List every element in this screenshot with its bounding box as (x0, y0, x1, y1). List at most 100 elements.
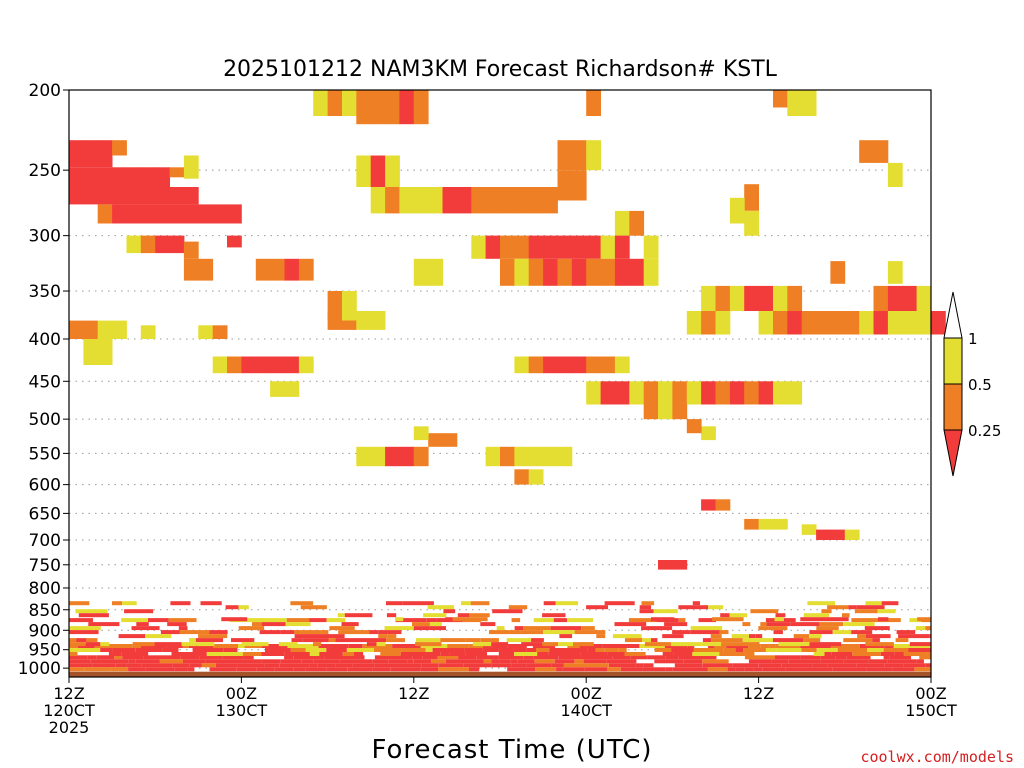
heatmap-cell (902, 311, 918, 335)
band-strip (291, 638, 303, 643)
band-strip (491, 659, 500, 664)
band-strip (664, 622, 688, 627)
band-strip (595, 648, 605, 652)
band-strip (157, 655, 181, 660)
band-strip (427, 605, 455, 610)
heatmap-cell (514, 187, 530, 214)
band-strip (162, 648, 179, 652)
band-strip (894, 652, 904, 656)
heatmap-cell (270, 258, 285, 281)
band-strip (820, 655, 836, 660)
band-strip (305, 648, 327, 652)
heatmap-cell (629, 258, 645, 286)
band-strip (215, 663, 238, 668)
band-strip (523, 626, 551, 631)
band-strip (92, 663, 116, 668)
x-tick-label-5-2: 150CT (905, 701, 957, 720)
band-strip (602, 644, 630, 648)
heatmap-cell (514, 356, 530, 374)
heatmap-cell (126, 204, 142, 224)
band-strip (252, 622, 262, 627)
band-strip (548, 652, 581, 656)
band-strip (917, 617, 931, 622)
band-strip (735, 667, 744, 672)
heatmap-cell (514, 235, 530, 259)
heatmap-cell (83, 320, 99, 339)
band-strip (771, 663, 782, 668)
heatmap-cell (744, 285, 759, 311)
heatmap-cell (830, 529, 846, 540)
heatmap-cell (485, 187, 501, 214)
heatmap-cell (629, 210, 645, 236)
heatmap-cell (155, 187, 170, 205)
band-strip (793, 634, 810, 639)
band-strip (887, 659, 917, 664)
band-strip (742, 638, 774, 643)
heatmap-cell (787, 90, 803, 116)
band-strip (309, 618, 327, 623)
band-strip (583, 659, 607, 664)
band-strip (88, 622, 120, 627)
heatmap-cell (500, 446, 515, 467)
band-strip (666, 667, 673, 672)
heatmap-cell (126, 187, 142, 205)
band-strip (801, 648, 817, 652)
band-strip (261, 622, 286, 627)
band-strip (824, 652, 832, 656)
band-strip (506, 638, 532, 643)
band-strip (800, 655, 821, 660)
band-strip (919, 655, 931, 660)
band-strip (309, 652, 320, 656)
band-strip (687, 663, 703, 668)
band-strip (395, 618, 427, 623)
band-strip (847, 663, 857, 668)
band-strip (842, 613, 850, 618)
band-strip (374, 648, 402, 652)
band-strip (758, 626, 769, 631)
heatmap-cell (715, 381, 731, 405)
band-strip (533, 618, 554, 623)
heatmap-cell (614, 381, 630, 405)
heatmap-cell (140, 235, 156, 254)
heatmap-cell (701, 285, 716, 311)
band-strip (777, 648, 802, 652)
heatmap-cell (212, 204, 228, 224)
heatmap-cell (643, 404, 659, 420)
y-tick-label-900: 900 (29, 621, 61, 641)
band-strip (564, 648, 588, 652)
band-strip (491, 642, 509, 647)
band-strip (817, 617, 849, 622)
band-strip (771, 667, 786, 672)
band-strip (69, 659, 91, 664)
band-strip (909, 642, 931, 647)
band-strip (290, 601, 314, 606)
band-strip (335, 663, 353, 668)
band-strip (461, 601, 471, 606)
heatmap-cell (140, 204, 156, 224)
band-strip (180, 652, 207, 656)
band-strip (301, 659, 314, 664)
heatmap-cell (140, 167, 156, 187)
band-strip (69, 655, 88, 660)
band-strip (555, 601, 579, 606)
band-strip (607, 667, 621, 672)
band-strip (178, 626, 188, 631)
band-strip (771, 659, 789, 664)
heatmap-cell (643, 381, 659, 405)
band-strip (607, 652, 625, 656)
heatmap-cell (370, 90, 386, 125)
heatmap-cell (284, 381, 300, 397)
band-strip (143, 655, 157, 660)
band-strip (115, 663, 127, 668)
heatmap-cell (571, 258, 587, 286)
heatmap-cell (385, 446, 400, 467)
band-strip (69, 663, 93, 668)
heatmap-cell (600, 258, 616, 286)
band-strip (553, 618, 568, 623)
heatmap-cell (413, 187, 429, 214)
band-strip (526, 648, 536, 652)
band-strip (225, 605, 239, 610)
band-strip (463, 663, 492, 668)
heatmap-cell (715, 311, 731, 335)
band-strip (852, 652, 881, 656)
